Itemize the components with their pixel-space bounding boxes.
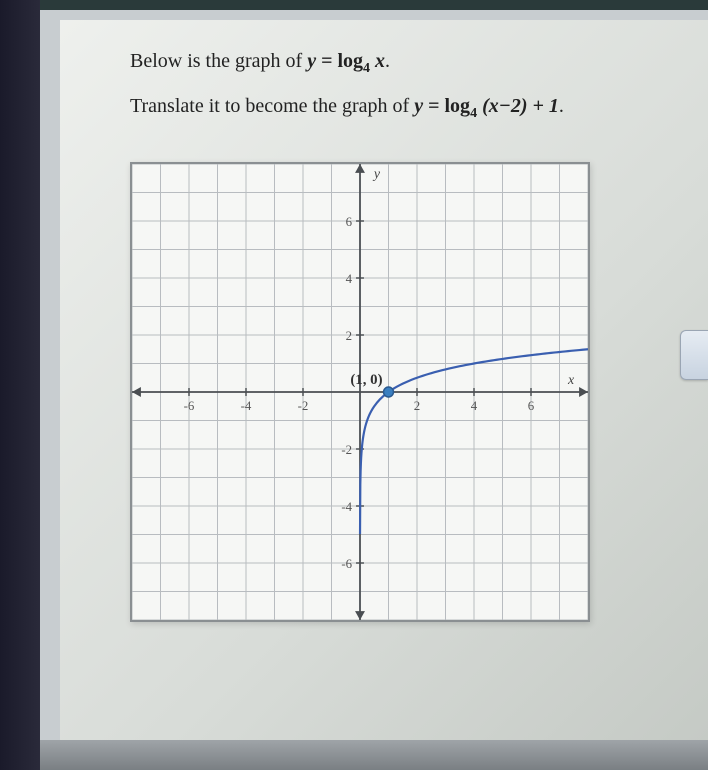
svg-text:6: 6 xyxy=(346,215,353,229)
svg-text:x: x xyxy=(567,373,575,388)
svg-text:-4: -4 xyxy=(241,399,252,413)
q1-pre: Below is the graph of xyxy=(130,50,307,72)
frame-left xyxy=(0,0,40,770)
svg-text:6: 6 xyxy=(528,399,535,413)
question-line-1: Below is the graph of y = log4 x. xyxy=(130,50,708,77)
q1-lhs: y xyxy=(307,50,316,72)
svg-text:-6: -6 xyxy=(184,399,195,413)
q2-sub: 4 xyxy=(470,106,477,121)
bottom-shadow xyxy=(40,740,708,770)
q1-post: . xyxy=(385,50,390,72)
svg-text:-6: -6 xyxy=(341,557,352,571)
q2-lhs: y xyxy=(414,95,423,117)
svg-text:-4: -4 xyxy=(341,500,352,514)
svg-text:-2: -2 xyxy=(298,399,309,413)
svg-text:2: 2 xyxy=(414,399,420,413)
q2-rhs: log xyxy=(445,95,471,117)
q2-arg: (x−2) + 1 xyxy=(482,95,559,117)
q1-arg: x xyxy=(375,50,385,72)
side-toolbar-button[interactable] xyxy=(680,330,708,380)
content-panel: Below is the graph of y = log4 x. Transl… xyxy=(60,20,708,740)
q1-sub: 4 xyxy=(363,61,370,76)
q2-post: . xyxy=(559,95,564,117)
q2-pre: Translate it to become the graph of xyxy=(130,95,414,117)
svg-text:-2: -2 xyxy=(341,443,352,457)
question-line-2: Translate it to become the graph of y = … xyxy=(130,95,708,122)
log-chart[interactable]: -6 -4 -2 2 4 6 -6 -4 2 4 6 -2 y x (1, 0) xyxy=(130,162,590,622)
q2-eq: = xyxy=(428,95,444,117)
q1-eq: = xyxy=(321,50,337,72)
frame-top xyxy=(0,0,708,10)
svg-text:4: 4 xyxy=(471,399,478,413)
svg-text:(1, 0): (1, 0) xyxy=(350,372,382,388)
svg-text:4: 4 xyxy=(346,272,353,286)
svg-text:y: y xyxy=(372,167,381,182)
svg-text:2: 2 xyxy=(346,329,352,343)
q1-rhs: log xyxy=(337,50,363,72)
